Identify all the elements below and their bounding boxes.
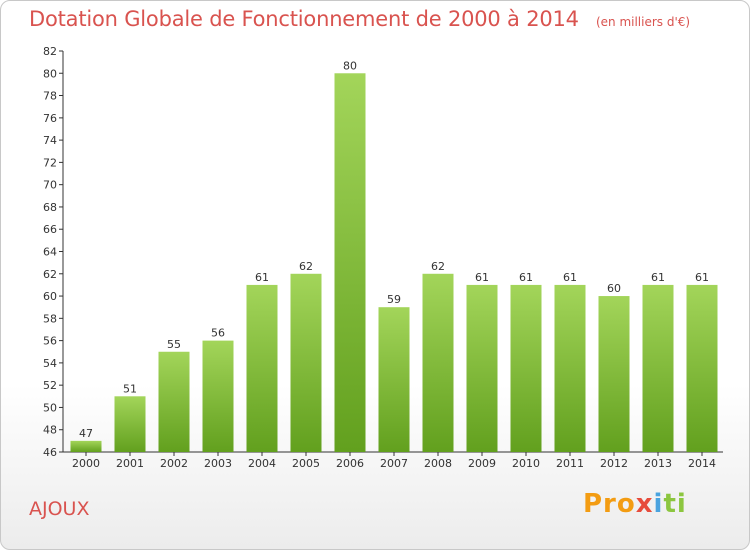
- bar-2002[interactable]: [158, 351, 190, 452]
- logo-letter-x: x: [635, 489, 654, 519]
- x-tick-label-2013: 2013: [644, 457, 672, 470]
- bar-2005[interactable]: [290, 273, 322, 452]
- data-label-2008: 62: [431, 260, 445, 273]
- bar-2009[interactable]: [466, 284, 498, 452]
- y-tick-label: 46: [43, 446, 57, 459]
- y-tick-label: 60: [43, 290, 57, 303]
- logo-letters-ti: ti: [663, 489, 687, 519]
- data-label-2004: 61: [255, 271, 269, 284]
- y-tick-label: 66: [43, 223, 57, 236]
- data-label-2001: 51: [123, 382, 137, 395]
- y-tick-label: 80: [43, 67, 57, 80]
- chart-subtitle: (en milliers d'€): [595, 15, 691, 29]
- commune-name: AJOUX: [29, 498, 90, 520]
- bar-2006[interactable]: [334, 73, 366, 453]
- data-label-2005: 62: [299, 260, 313, 273]
- data-label-2003: 56: [211, 327, 225, 340]
- bar-2007[interactable]: [378, 307, 410, 452]
- data-label-2013: 61: [651, 271, 665, 284]
- data-label-2002: 55: [167, 338, 181, 351]
- bar-2013[interactable]: [642, 284, 674, 452]
- bar-2000[interactable]: [70, 440, 102, 452]
- bar-2012[interactable]: [598, 296, 630, 452]
- bar-2004[interactable]: [246, 284, 278, 452]
- y-tick-label: 52: [43, 379, 57, 392]
- x-tick-label-2012: 2012: [600, 457, 628, 470]
- y-tick-label: 74: [43, 134, 57, 147]
- data-label-2014: 61: [695, 271, 709, 284]
- bar-2008[interactable]: [422, 273, 454, 452]
- y-tick-label: 50: [43, 401, 57, 414]
- logo-letter-i: i: [653, 489, 664, 519]
- x-tick-label-2011: 2011: [556, 457, 584, 470]
- y-tick-label: 78: [43, 90, 57, 103]
- y-tick-label: 62: [43, 268, 57, 281]
- x-tick-label-2001: 2001: [116, 457, 144, 470]
- x-tick-label-2004: 2004: [248, 457, 276, 470]
- data-label-2012: 60: [607, 282, 621, 295]
- data-label-2009: 61: [475, 271, 489, 284]
- x-tick-label-2014: 2014: [688, 457, 716, 470]
- y-tick-label: 68: [43, 201, 57, 214]
- bar-2011[interactable]: [554, 284, 586, 452]
- x-tick-label-2009: 2009: [468, 457, 496, 470]
- x-tick-label-2003: 2003: [204, 457, 232, 470]
- x-tick-label-2006: 2006: [336, 457, 364, 470]
- proxiti-logo[interactable]: Proxiti: [583, 489, 687, 519]
- data-label-2011: 61: [563, 271, 577, 284]
- chart-title: Dotation Globale de Fonctionnement de 20…: [29, 7, 579, 31]
- y-tick-label: 76: [43, 112, 57, 125]
- x-tick-label-2010: 2010: [512, 457, 540, 470]
- bar-2010[interactable]: [510, 284, 542, 452]
- x-tick-label-2007: 2007: [380, 457, 408, 470]
- y-tick-label: 56: [43, 335, 57, 348]
- data-label-2006: 80: [343, 59, 357, 72]
- logo-letters-1: Pro: [583, 489, 636, 519]
- y-tick-label: 58: [43, 312, 57, 325]
- bar-2014[interactable]: [686, 284, 718, 452]
- y-tick-label: 64: [43, 246, 57, 259]
- x-tick-label-2008: 2008: [424, 457, 452, 470]
- y-tick-label: 72: [43, 156, 57, 169]
- x-tick-label-2000: 2000: [72, 457, 100, 470]
- y-tick-label: 48: [43, 424, 57, 437]
- y-tick-label: 70: [43, 179, 57, 192]
- data-label-2010: 61: [519, 271, 533, 284]
- data-label-2000: 47: [79, 427, 93, 440]
- bar-2001[interactable]: [114, 396, 146, 452]
- title-row: Dotation Globale de Fonctionnement de 20…: [29, 7, 690, 31]
- data-label-2007: 59: [387, 293, 401, 306]
- x-tick-label-2005: 2005: [292, 457, 320, 470]
- bar-2003[interactable]: [202, 340, 234, 452]
- y-tick-label: 82: [43, 45, 57, 58]
- x-tick-label-2002: 2002: [160, 457, 188, 470]
- y-tick-label: 54: [43, 357, 57, 370]
